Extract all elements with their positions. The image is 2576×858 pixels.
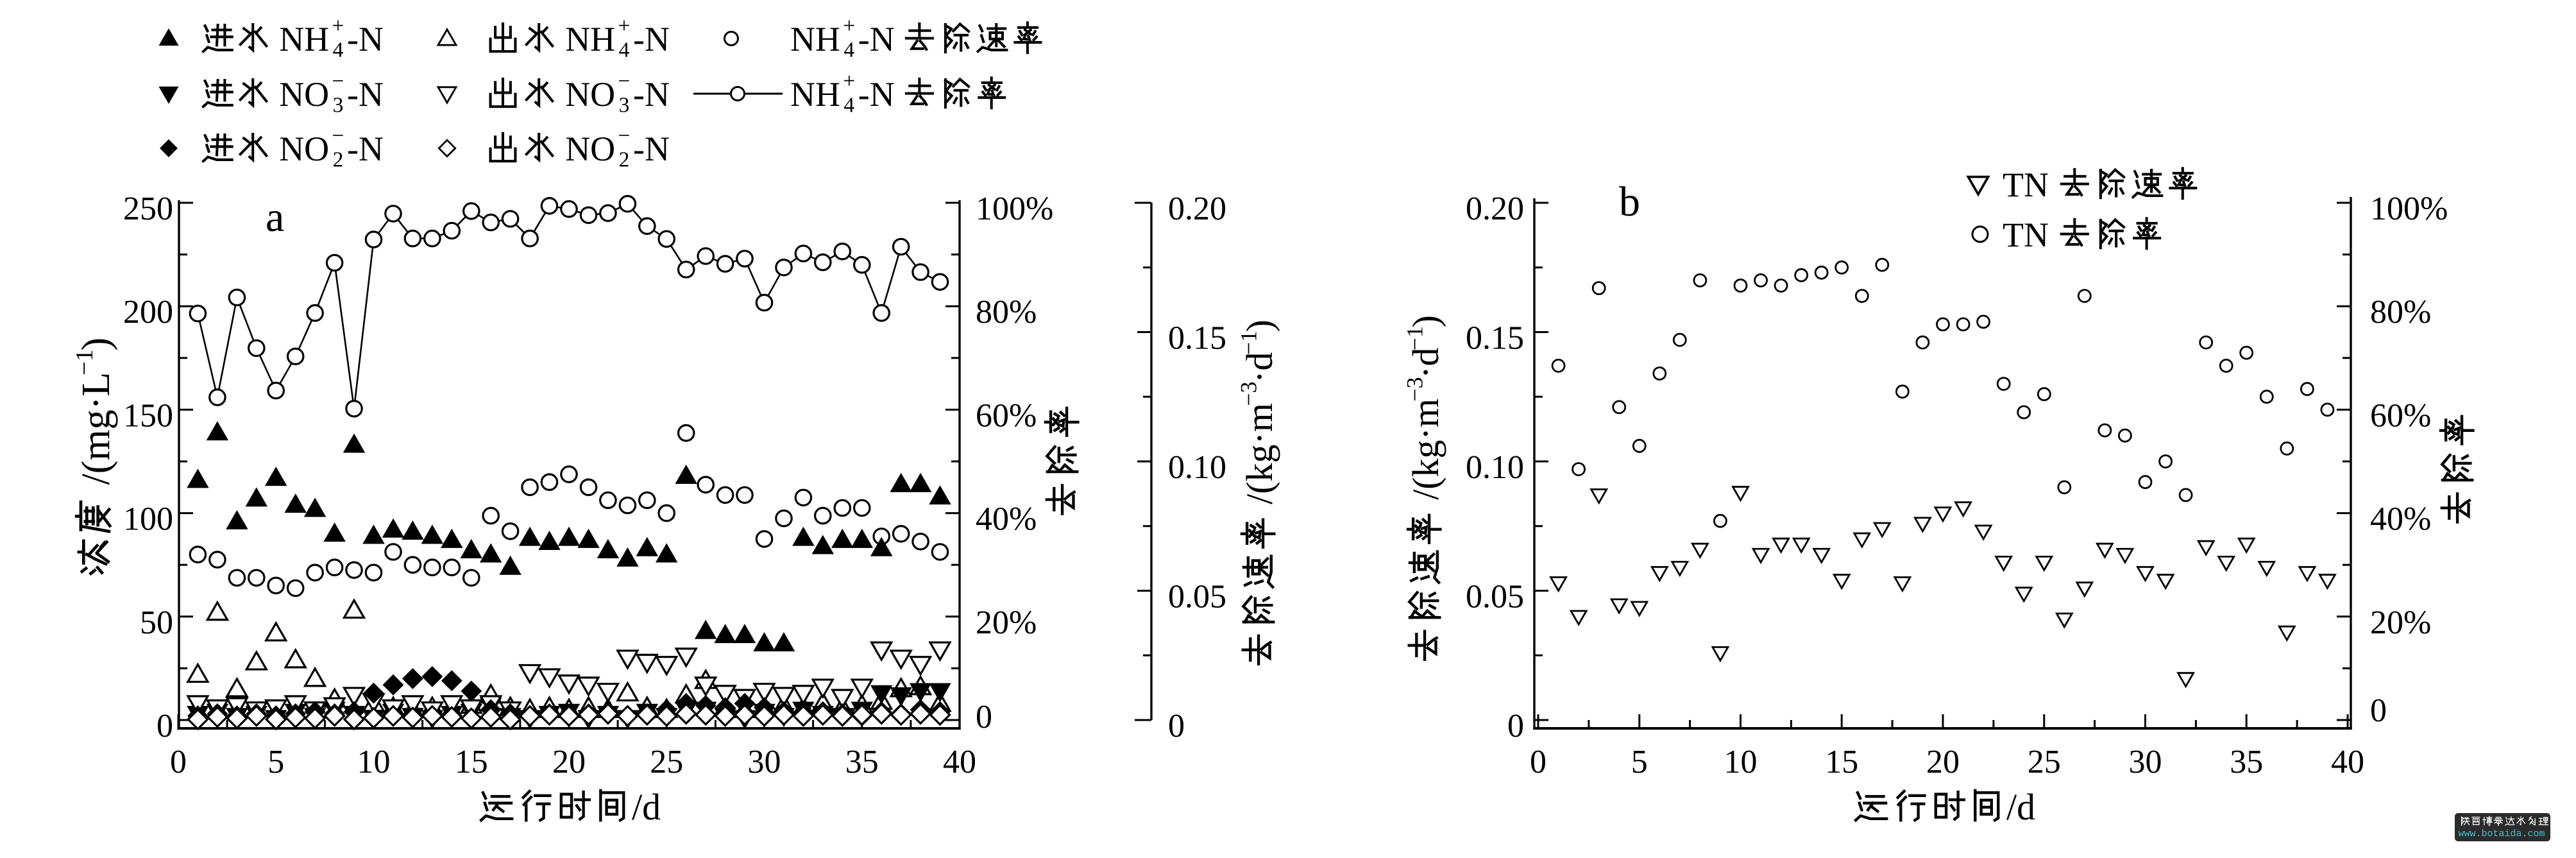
svg-text:a: a [266,194,284,241]
svg-text:20%: 20% [2370,605,2431,641]
svg-text:-N: -N [347,75,384,114]
svg-text:40: 40 [943,744,976,780]
svg-text:-N: -N [347,130,384,168]
svg-text:10: 10 [357,744,391,780]
svg-text:−1: −1 [1236,330,1262,355]
svg-text:20: 20 [552,744,586,780]
svg-text:5: 5 [267,744,284,780]
svg-text:/(kg·m: /(kg·m [1239,403,1280,504]
svg-text:/d: /d [2006,786,2035,828]
svg-text:0.15: 0.15 [1168,320,1226,357]
svg-text:35: 35 [2230,744,2263,780]
svg-text:2: 2 [619,148,630,172]
svg-text:NO: NO [565,75,615,114]
svg-text:NH: NH [565,20,615,58]
svg-text:0.15: 0.15 [1466,320,1524,357]
svg-text:+: + [843,69,855,93]
svg-text:3: 3 [619,94,630,117]
svg-text:0.10: 0.10 [1466,449,1524,486]
svg-text:-N: -N [633,20,670,58]
svg-text:·d: ·d [1405,348,1446,379]
svg-text:0.10: 0.10 [1168,449,1226,486]
svg-text:20%: 20% [976,605,1037,641]
svg-text:4: 4 [619,39,630,62]
svg-text:0: 0 [1168,708,1185,744]
svg-text:5: 5 [1631,744,1648,780]
svg-text:-N: -N [858,75,895,114]
svg-text:250: 250 [123,191,173,227]
svg-text:NH: NH [790,20,840,58]
svg-text:40%: 40% [976,501,1037,538]
svg-text:−: − [332,124,344,148]
svg-text:TN: TN [2003,216,2049,254]
svg-text:0.20: 0.20 [1168,191,1226,227]
svg-text:−1: −1 [1402,326,1428,350]
svg-text:35: 35 [845,744,879,780]
svg-text:+: + [843,14,855,38]
svg-text:−: − [618,124,631,148]
svg-text:60%: 60% [976,397,1037,434]
svg-text:0: 0 [2370,692,2387,729]
svg-text:−: − [618,69,631,93]
svg-text:25: 25 [650,744,683,780]
svg-text:-N: -N [347,20,384,58]
svg-text:www.botaida.com: www.botaida.com [2458,828,2545,839]
svg-text:): ) [1405,315,1446,327]
svg-text:150: 150 [123,397,173,434]
svg-text:80%: 80% [976,294,1037,330]
svg-text:0.05: 0.05 [1168,579,1226,615]
svg-text:40: 40 [2331,744,2364,780]
svg-text:−1: −1 [71,349,98,375]
svg-text:): ) [1239,320,1280,332]
svg-text:2: 2 [333,148,344,172]
svg-text:·d: ·d [1239,352,1280,383]
svg-text:15: 15 [1825,744,1858,780]
svg-text:25: 25 [2028,744,2061,780]
svg-text:NH: NH [279,20,329,58]
svg-text:0.20: 0.20 [1466,191,1524,227]
svg-text:100: 100 [123,501,173,538]
svg-text:4: 4 [843,94,854,117]
svg-text:b: b [1619,178,1640,225]
svg-text:200: 200 [123,294,173,330]
svg-text:3: 3 [333,94,344,117]
svg-text:100%: 100% [976,191,1053,227]
svg-text:NH: NH [790,75,840,114]
svg-text:NO: NO [279,75,329,114]
svg-text:40%: 40% [2370,501,2431,538]
svg-text:): ) [74,338,118,351]
svg-text:/(mg·L: /(mg·L [74,372,118,485]
svg-text:0.05: 0.05 [1466,579,1524,615]
svg-text:+: + [332,14,344,38]
svg-text:−3: −3 [1236,381,1262,406]
svg-text:4: 4 [333,39,344,62]
svg-text:NO: NO [279,130,329,168]
svg-text:4: 4 [843,39,854,62]
svg-text:NO: NO [565,130,615,168]
svg-text:0: 0 [976,699,992,735]
svg-text:−: − [332,69,344,93]
svg-text:0: 0 [1507,708,1524,744]
svg-text:30: 30 [748,744,781,780]
svg-text:-N: -N [633,130,670,168]
svg-text:-N: -N [858,20,895,58]
svg-text:30: 30 [2129,744,2162,780]
svg-text:80%: 80% [2370,294,2431,330]
svg-text:15: 15 [455,744,488,780]
svg-text:50: 50 [140,605,173,641]
svg-text:20: 20 [1926,744,1960,780]
svg-text:10: 10 [1724,744,1758,780]
svg-text:-N: -N [633,75,670,114]
svg-text:60%: 60% [2370,397,2431,434]
svg-text:0: 0 [170,744,187,780]
svg-text:+: + [618,14,631,38]
svg-text:100%: 100% [2370,191,2448,227]
svg-text:0: 0 [1530,744,1546,780]
svg-text:/(kg·m: /(kg·m [1405,399,1446,500]
svg-text:/d: /d [632,786,661,828]
svg-text:TN: TN [2003,166,2049,204]
svg-text:0: 0 [157,708,173,744]
svg-text:−3: −3 [1402,377,1428,401]
